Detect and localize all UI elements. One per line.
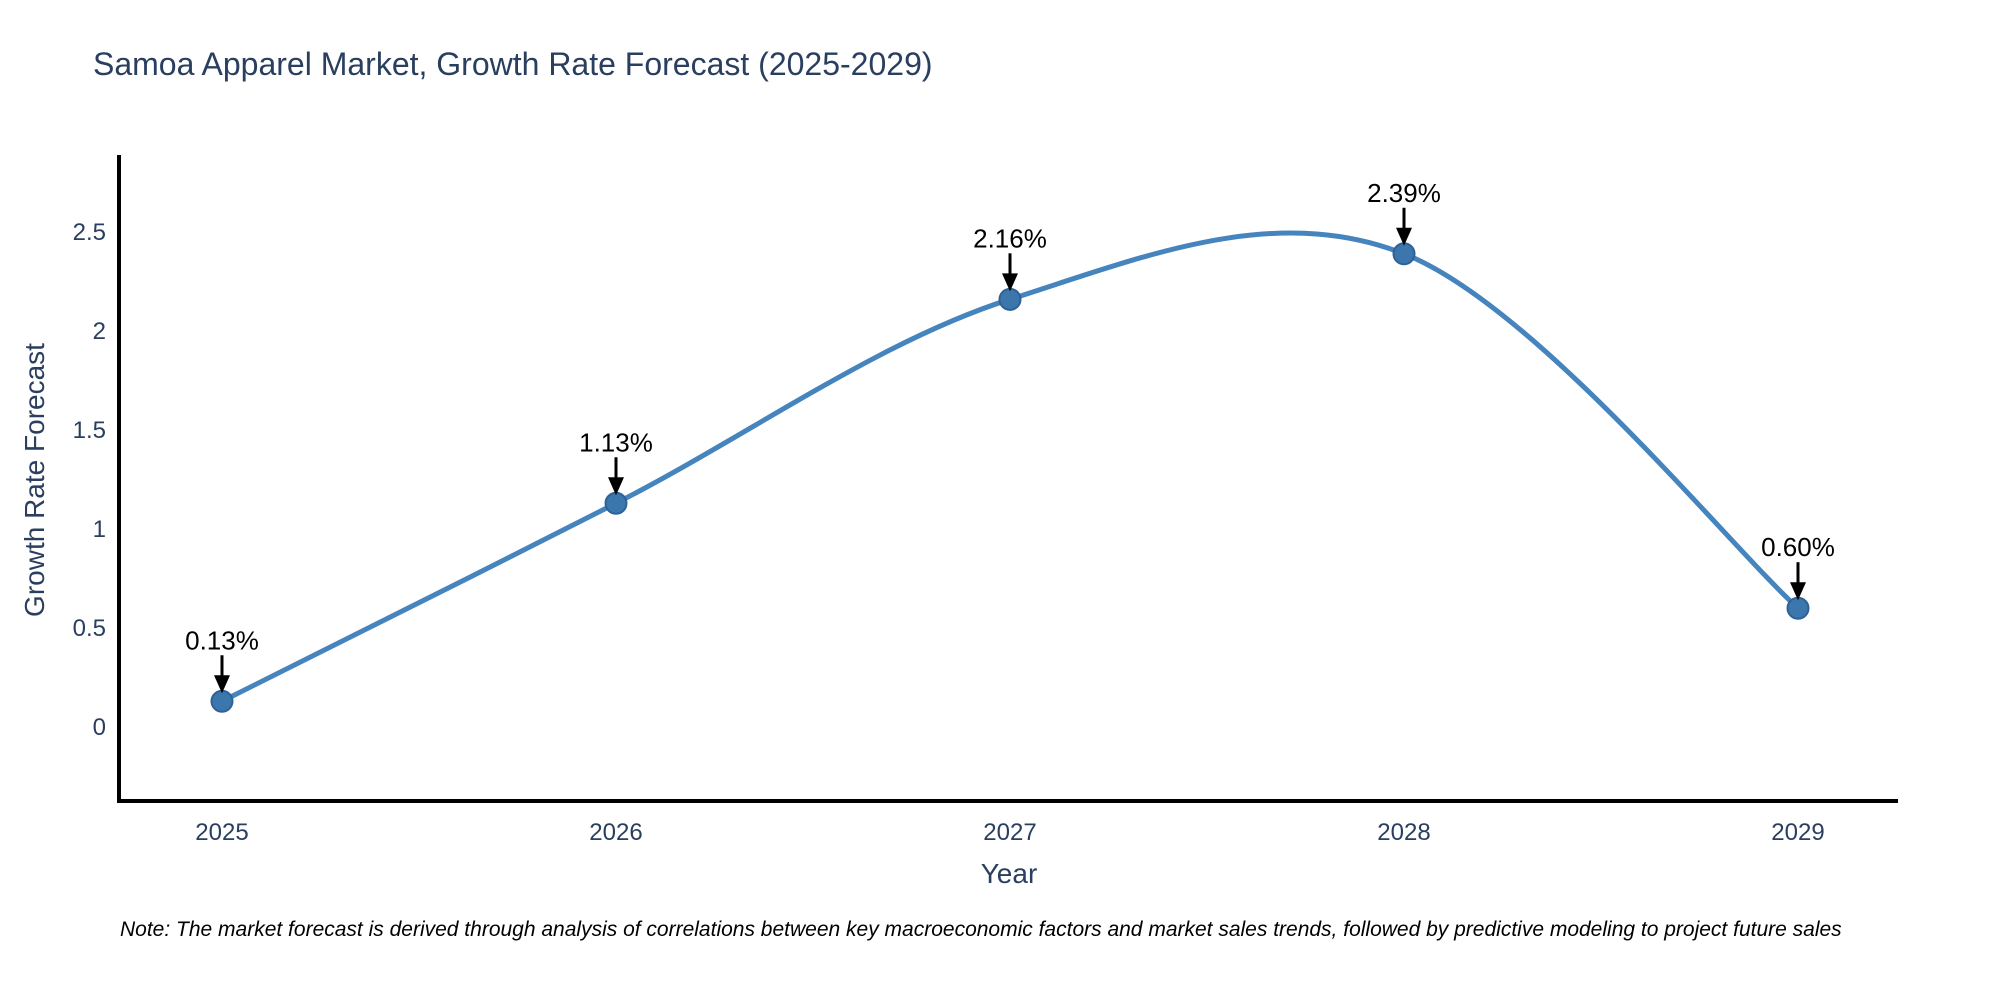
- y-tick-label: 2.5: [73, 219, 106, 246]
- x-tick-label: 2029: [1771, 819, 1824, 846]
- annotation-label: 2.39%: [1367, 178, 1441, 208]
- y-tick-label: 1: [93, 516, 106, 543]
- y-tick-label: 2: [93, 318, 106, 345]
- y-tick-label: 0: [93, 714, 106, 741]
- annotation-arrowhead: [608, 477, 624, 496]
- chart-title: Samoa Apparel Market, Growth Rate Foreca…: [93, 46, 933, 82]
- annotation-arrowhead: [1002, 273, 1018, 292]
- x-tick-label: 2026: [589, 819, 642, 846]
- data-point-2025[interactable]: [210, 689, 234, 713]
- data-point-2028[interactable]: [1392, 242, 1416, 266]
- data-point-2029[interactable]: [1786, 596, 1810, 620]
- annotation-arrowhead: [214, 675, 230, 694]
- x-tick-label: 2028: [1377, 819, 1430, 846]
- annotation-label: 0.13%: [185, 625, 259, 655]
- annotation-label: 2.16%: [973, 223, 1047, 253]
- x-axis-title: Year: [980, 858, 1038, 889]
- footnote: Note: The market forecast is derived thr…: [120, 918, 1842, 941]
- data-point-2027[interactable]: [998, 287, 1022, 311]
- y-tick-label: 1.5: [73, 417, 106, 444]
- annotation-label: 0.60%: [1761, 532, 1835, 562]
- annotation-arrowhead: [1790, 582, 1806, 601]
- x-tick-label: 2027: [983, 819, 1036, 846]
- annotation-arrowhead: [1396, 227, 1412, 246]
- annotation-label: 1.13%: [579, 427, 653, 457]
- y-tick-label: 0.5: [73, 615, 106, 642]
- x-tick-label: 2025: [195, 819, 248, 846]
- data-point-2026[interactable]: [604, 491, 628, 515]
